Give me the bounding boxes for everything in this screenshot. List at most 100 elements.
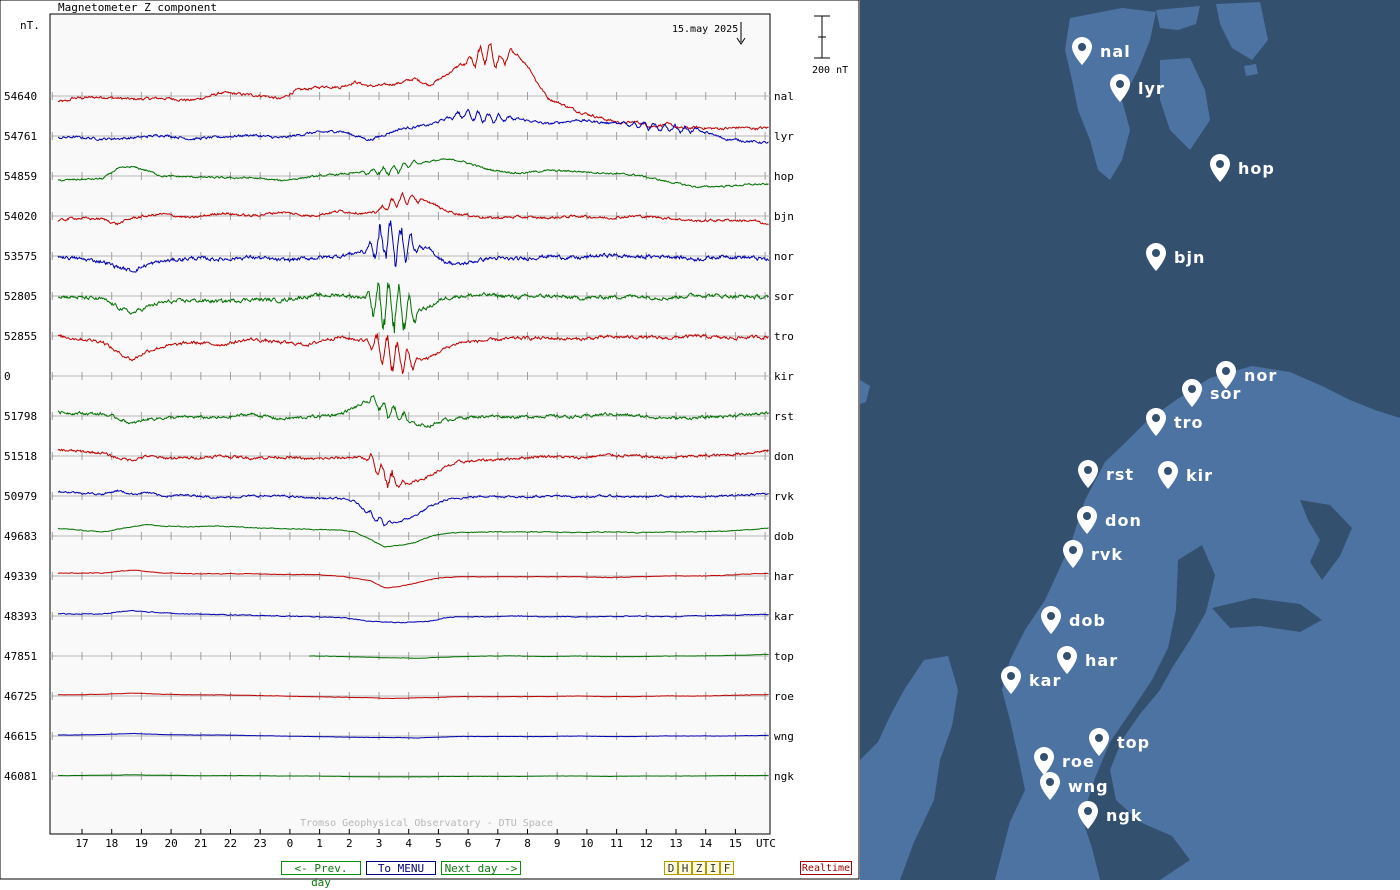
component-i-button[interactable]: I bbox=[706, 861, 720, 875]
station-marker-hop[interactable]: hop bbox=[1210, 154, 1275, 182]
station-marker-label: nal bbox=[1100, 41, 1131, 61]
station-label: wng bbox=[774, 730, 794, 743]
station-label: kir bbox=[774, 370, 794, 383]
station-marker-nal[interactable]: nal bbox=[1072, 37, 1131, 65]
component-d-button[interactable]: D bbox=[664, 861, 678, 875]
station-label: top bbox=[774, 650, 794, 663]
station-marker-roe[interactable]: roe bbox=[1034, 747, 1095, 775]
station-label: roe bbox=[774, 690, 794, 703]
station-marker-label: lyr bbox=[1138, 78, 1165, 98]
map-pin-icon bbox=[1077, 506, 1097, 534]
station-label: har bbox=[774, 570, 794, 583]
map-pin-icon bbox=[1210, 154, 1230, 182]
baseline-value: 52855 bbox=[4, 330, 37, 343]
station-marker-kar[interactable]: kar bbox=[1001, 666, 1061, 694]
baseline-value: 48393 bbox=[4, 610, 37, 623]
magnetometer-chart-panel: Magnetometer Z component nT. 15.may 2025… bbox=[0, 0, 860, 889]
station-marker-dob[interactable]: dob bbox=[1041, 606, 1106, 634]
map-pin-icon bbox=[1110, 74, 1130, 102]
baseline-value: 51518 bbox=[4, 450, 37, 463]
trace-dob bbox=[57, 523, 769, 548]
menu-button[interactable]: To MENU bbox=[366, 861, 436, 875]
station-labels: 54640 nal 54761 lyr 54859 hop 54020 bjn 53575 nor… bbox=[4, 90, 794, 783]
baseline-value: 52805 bbox=[4, 290, 37, 303]
x-tick-label: 15 bbox=[729, 837, 742, 850]
station-marker-rvk[interactable]: rvk bbox=[1063, 540, 1123, 568]
map-pin-icon bbox=[1041, 606, 1061, 634]
magnetometer-chart: Magnetometer Z component nT. 15.may 2025… bbox=[0, 0, 860, 880]
map-pin-icon bbox=[1034, 747, 1054, 775]
realtime-button[interactable]: Realtime bbox=[800, 861, 852, 875]
map-pin-icon bbox=[1001, 666, 1021, 694]
x-tick-label: 18 bbox=[105, 837, 118, 850]
station-marker-label: rst bbox=[1106, 464, 1135, 484]
station-marker-label: bjn bbox=[1174, 247, 1206, 267]
station-label: rvk bbox=[774, 490, 794, 503]
baseline-value: 54761 bbox=[4, 130, 37, 143]
station-marker-label: roe bbox=[1062, 751, 1095, 771]
trace-rvk bbox=[57, 489, 769, 527]
station-marker-don[interactable]: don bbox=[1077, 506, 1142, 534]
x-tick-label: 11 bbox=[610, 837, 623, 850]
scale-bar-label: 200 nT bbox=[812, 65, 848, 76]
trace-tro bbox=[57, 333, 769, 374]
x-axis-ticks: 17 18 19 20 21 22 23 0 1 2 3 4 5 6 7 8 9 10 11 12 13 14 15 bbox=[75, 829, 742, 850]
map-pin-icon bbox=[1089, 728, 1109, 756]
station-label: sor bbox=[774, 290, 794, 303]
baseline-value: 54640 bbox=[4, 90, 37, 103]
x-tick-label: 12 bbox=[640, 837, 653, 850]
next-day-button[interactable]: Next day -> bbox=[441, 861, 521, 875]
trace-nal bbox=[57, 42, 769, 131]
station-label: tro bbox=[774, 330, 794, 343]
x-tick-label: 14 bbox=[699, 837, 713, 850]
station-marker-kir[interactable]: kir bbox=[1158, 461, 1213, 489]
map-pin-icon bbox=[1216, 361, 1236, 389]
baseline-value: 50979 bbox=[4, 490, 37, 503]
station-traces bbox=[57, 42, 770, 778]
station-marker-lyr[interactable]: lyr bbox=[1110, 74, 1165, 102]
x-tick-label: 2 bbox=[346, 837, 353, 850]
plot-area bbox=[49, 13, 771, 835]
station-marker-label: wng bbox=[1068, 776, 1109, 796]
baseline-value: 46081 bbox=[4, 770, 37, 783]
x-tick-label: 13 bbox=[669, 837, 682, 850]
station-marker-top[interactable]: top bbox=[1089, 728, 1150, 756]
x-tick-label: 21 bbox=[194, 837, 207, 850]
station-marker-ngk[interactable]: ngk bbox=[1078, 801, 1142, 829]
station-marker-label: kir bbox=[1186, 465, 1214, 485]
baseline-value: 47851 bbox=[4, 650, 37, 663]
baseline-value: 54020 bbox=[4, 210, 37, 223]
x-tick-label: 6 bbox=[465, 837, 472, 850]
component-h-button[interactable]: H bbox=[678, 861, 692, 875]
station-marker-nor[interactable]: nor bbox=[1216, 361, 1277, 389]
x-tick-label: 10 bbox=[580, 837, 593, 850]
trace-nor bbox=[57, 220, 770, 273]
map-pin-icon bbox=[1040, 772, 1060, 800]
station-marker-label: ngk bbox=[1106, 805, 1143, 825]
map-pin-icon bbox=[1057, 646, 1077, 674]
prev-day-button[interactable]: <- Prev. day bbox=[281, 861, 361, 889]
x-tick-label: 17 bbox=[75, 837, 88, 850]
station-marker-label: har bbox=[1085, 650, 1119, 670]
component-f-button[interactable]: F bbox=[720, 861, 734, 875]
station-marker-label: hop bbox=[1238, 158, 1275, 178]
component-z-button[interactable]: Z bbox=[692, 861, 706, 875]
station-marker-sor[interactable]: sor bbox=[1182, 379, 1241, 407]
station-marker-label: rvk bbox=[1091, 544, 1123, 564]
station-label: lyr bbox=[774, 130, 794, 143]
x-tick-label: 3 bbox=[376, 837, 383, 850]
station-marker-tro[interactable]: tro bbox=[1146, 408, 1204, 436]
map-pin-icon bbox=[1158, 461, 1178, 489]
x-tick-label: 7 bbox=[494, 837, 501, 850]
station-label: rst bbox=[774, 410, 794, 423]
station-label: hop bbox=[774, 170, 794, 183]
station-marker-bjn[interactable]: bjn bbox=[1146, 243, 1205, 271]
station-marker-har[interactable]: har bbox=[1057, 646, 1118, 674]
trace-hop bbox=[57, 158, 769, 189]
baseline-value: 53575 bbox=[4, 250, 37, 263]
station-marker-wng[interactable]: wng bbox=[1040, 772, 1109, 800]
station-marker-rst[interactable]: rst bbox=[1078, 460, 1134, 488]
trace-wng bbox=[58, 732, 769, 739]
x-tick-label: 9 bbox=[554, 837, 561, 850]
date-arrow bbox=[736, 22, 746, 45]
